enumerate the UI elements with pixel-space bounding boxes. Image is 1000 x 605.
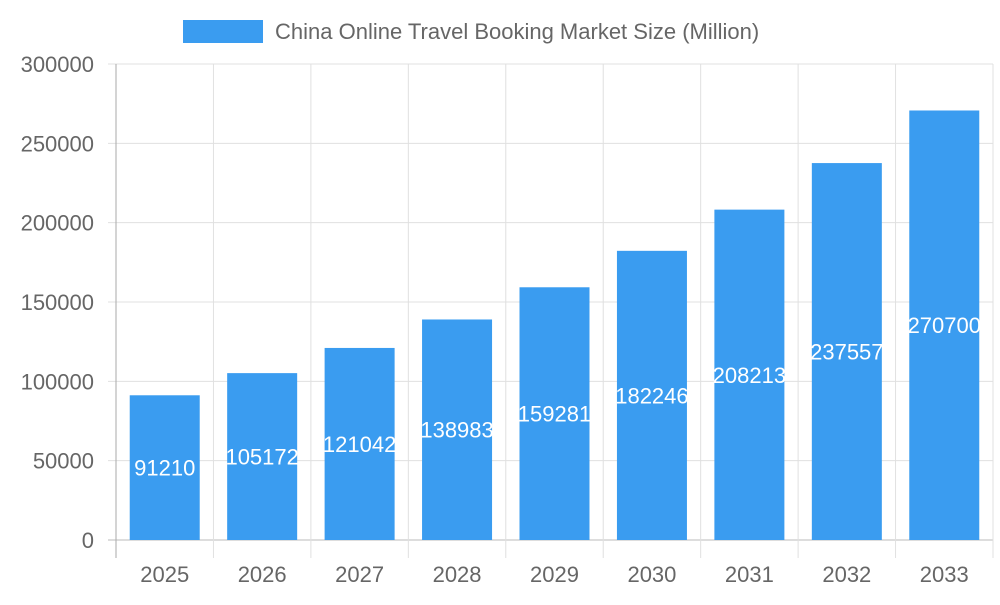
- bar: [422, 319, 493, 540]
- bar: [519, 287, 590, 540]
- bar: [129, 395, 200, 540]
- data-label: 182246: [615, 383, 688, 408]
- data-label: 159281: [518, 402, 591, 427]
- bar: [714, 209, 785, 540]
- data-label: 237557: [810, 340, 883, 365]
- data-label: 91210: [134, 456, 195, 481]
- data-label: 105172: [225, 445, 298, 470]
- x-tick-label: 2029: [530, 562, 579, 587]
- y-tick-label: 200000: [21, 211, 94, 236]
- x-tick-label: 2027: [335, 562, 384, 587]
- legend[interactable]: China Online Travel Booking Market Size …: [183, 19, 759, 44]
- y-tick-label: 100000: [21, 369, 94, 394]
- x-tick-label: 2033: [920, 562, 969, 587]
- bars: 91210 105172 121042 138983 159281 182246 20821…: [129, 110, 981, 541]
- x-tick-label: 2032: [822, 562, 871, 587]
- x-tick-label: 2026: [238, 562, 287, 587]
- data-label: 138983: [420, 418, 493, 443]
- x-tick-label: 2025: [140, 562, 189, 587]
- data-label: 208213: [713, 363, 786, 388]
- x-tick-label: 2028: [433, 562, 482, 587]
- legend-label: China Online Travel Booking Market Size …: [275, 19, 759, 44]
- y-tick-label: 150000: [21, 290, 94, 315]
- data-label: 121042: [323, 432, 396, 457]
- y-tick-label: 300000: [21, 52, 94, 77]
- legend-swatch: [183, 20, 263, 43]
- tick-labels: 0 50000 100000 150000 200000 250000 300000 2025…: [21, 52, 969, 587]
- x-tick-label: 2030: [627, 562, 676, 587]
- bar: [324, 347, 395, 540]
- bar: [909, 110, 980, 541]
- y-tick-label: 250000: [21, 131, 94, 156]
- data-label: 270700: [908, 313, 981, 338]
- grid: [108, 63, 994, 558]
- x-tick-label: 2031: [725, 562, 774, 587]
- bar: [811, 163, 882, 540]
- bar: [616, 250, 687, 540]
- y-tick-label: 50000: [33, 449, 94, 474]
- y-tick-label: 0: [82, 528, 94, 553]
- bar: [227, 373, 298, 540]
